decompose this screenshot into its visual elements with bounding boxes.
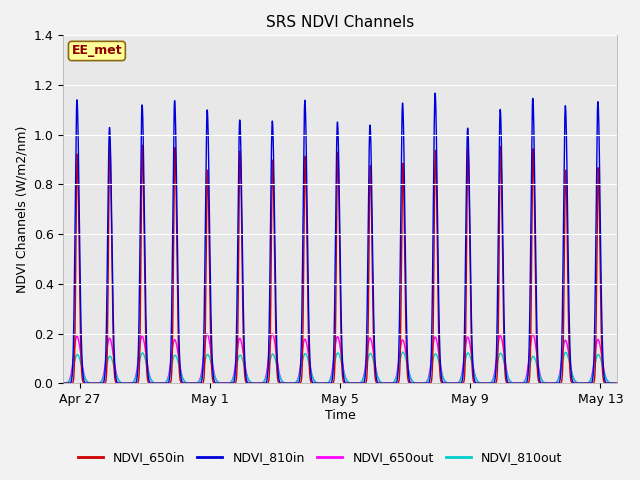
Line: NDVI_810out: NDVI_810out: [63, 352, 617, 384]
NDVI_810in: [93, 381, 100, 386]
NDVI_650out: [268, 331, 276, 336]
NDVI_650in: [168, 367, 175, 373]
NDVI_650in: [330, 377, 338, 383]
NDVI_810out: [83, 377, 90, 383]
NDVI_810in: [584, 381, 591, 386]
NDVI_810in: [83, 380, 90, 386]
NDVI_810out: [62, 380, 70, 386]
NDVI_810out: [330, 363, 338, 369]
NDVI_650in: [584, 381, 591, 386]
NDVI_650in: [62, 381, 70, 386]
NDVI_810out: [60, 381, 67, 386]
NDVI_650in: [93, 381, 100, 386]
Title: SRS NDVI Channels: SRS NDVI Channels: [266, 15, 414, 30]
Text: EE_met: EE_met: [72, 45, 122, 58]
NDVI_810out: [399, 349, 407, 355]
NDVI_810in: [330, 345, 338, 350]
NDVI_810in: [168, 301, 175, 307]
NDVI_650out: [93, 381, 100, 386]
X-axis label: Time: Time: [324, 409, 355, 422]
NDVI_650out: [168, 351, 175, 357]
Line: NDVI_650in: NDVI_650in: [63, 145, 617, 384]
NDVI_810in: [62, 381, 70, 386]
NDVI_650in: [106, 142, 114, 148]
NDVI_650out: [62, 380, 70, 386]
NDVI_810in: [613, 381, 621, 386]
NDVI_810out: [168, 361, 175, 367]
NDVI_810in: [60, 381, 67, 386]
NDVI_650in: [83, 381, 90, 386]
NDVI_810out: [584, 380, 591, 386]
NDVI_650in: [60, 381, 67, 386]
NDVI_650out: [579, 381, 587, 386]
NDVI_650out: [330, 354, 338, 360]
NDVI_650out: [60, 381, 67, 386]
NDVI_650in: [613, 381, 621, 386]
NDVI_810in: [431, 90, 439, 96]
NDVI_810out: [91, 381, 99, 386]
NDVI_650out: [83, 378, 90, 384]
Line: NDVI_810in: NDVI_810in: [63, 93, 617, 384]
NDVI_650out: [584, 380, 591, 386]
NDVI_810out: [613, 381, 621, 386]
NDVI_810in: [352, 381, 360, 386]
NDVI_650out: [613, 381, 621, 386]
Y-axis label: NDVI Channels (W/m2/nm): NDVI Channels (W/m2/nm): [15, 126, 28, 293]
Legend: NDVI_650in, NDVI_810in, NDVI_650out, NDVI_810out: NDVI_650in, NDVI_810in, NDVI_650out, NDV…: [72, 446, 568, 469]
NDVI_810out: [93, 380, 100, 386]
Line: NDVI_650out: NDVI_650out: [63, 334, 617, 384]
